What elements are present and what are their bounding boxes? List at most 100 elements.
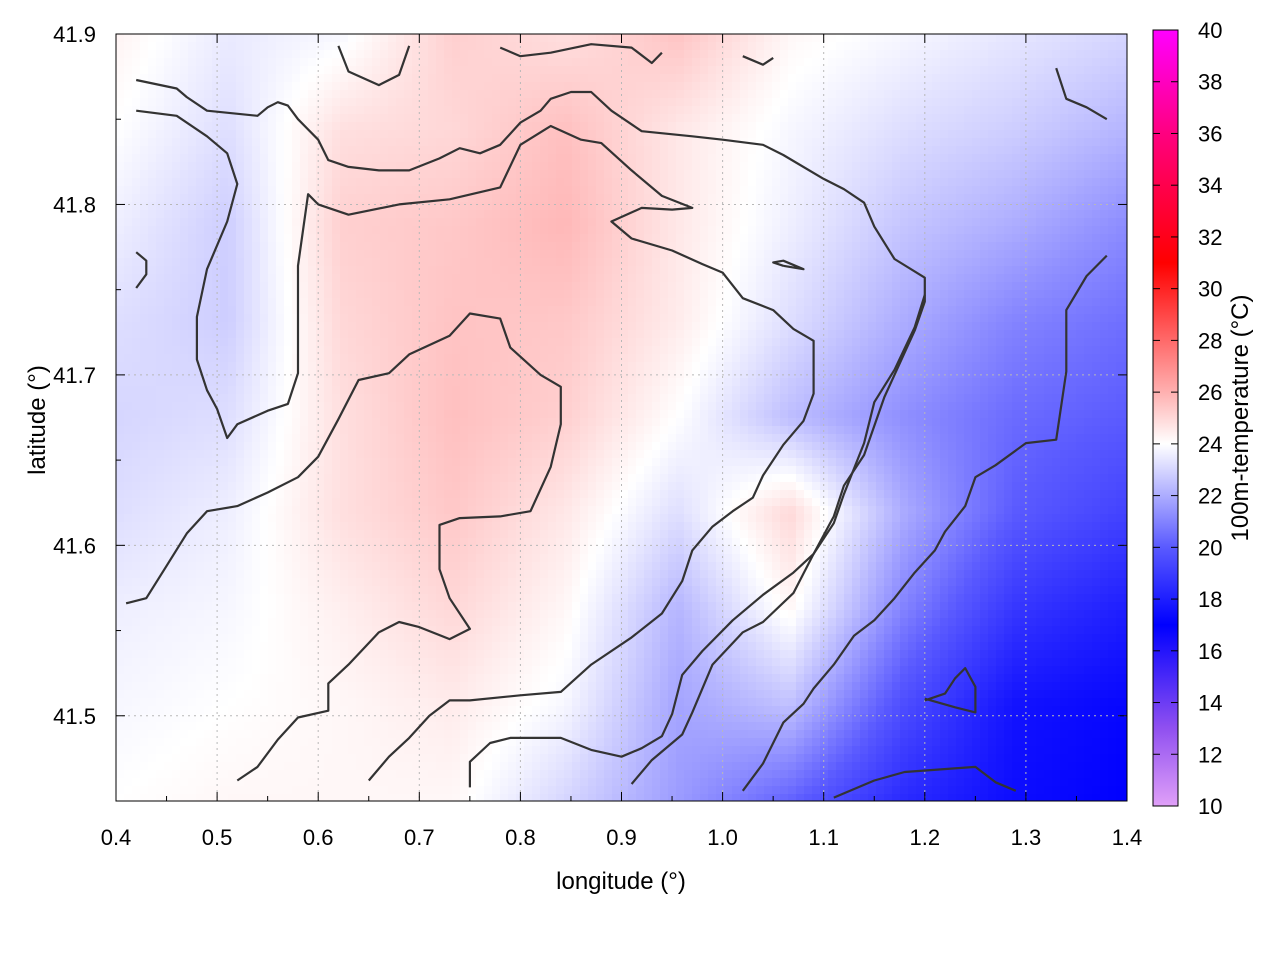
heatmap-cell xyxy=(148,242,157,251)
heatmap-cell xyxy=(316,122,325,131)
heatmap-cell xyxy=(380,242,389,251)
heatmap-cell xyxy=(1052,258,1061,267)
heatmap-cell xyxy=(668,298,677,307)
heatmap-cell xyxy=(628,338,637,347)
heatmap-cell xyxy=(484,338,493,347)
heatmap-cell xyxy=(1020,162,1029,171)
heatmap-cell xyxy=(652,98,661,107)
heatmap-cell xyxy=(1020,330,1029,339)
heatmap-cell xyxy=(676,202,685,211)
heatmap-cell xyxy=(212,138,221,147)
heatmap-cell xyxy=(996,306,1005,315)
heatmap-cell xyxy=(356,90,365,99)
heatmap-cell xyxy=(612,130,621,139)
heatmap-cell xyxy=(188,282,197,291)
heatmap-cell xyxy=(1076,50,1085,59)
heatmap-cell xyxy=(924,58,933,67)
heatmap-cell xyxy=(700,226,709,235)
heatmap-cell xyxy=(988,82,997,91)
heatmap-cell xyxy=(316,346,325,355)
heatmap-cell xyxy=(276,234,285,243)
heatmap-cell xyxy=(668,66,677,75)
heatmap-cell xyxy=(732,50,741,59)
heatmap-cell xyxy=(500,34,509,43)
heatmap-cell xyxy=(1012,34,1021,43)
heatmap-cell xyxy=(700,194,709,203)
heatmap-cell xyxy=(580,242,589,251)
heatmap-cell xyxy=(860,42,869,51)
heatmap-cell xyxy=(444,178,453,187)
heatmap-cell xyxy=(460,122,469,131)
heatmap-cell xyxy=(1028,114,1037,123)
heatmap-cell xyxy=(700,162,709,171)
heatmap-cell xyxy=(1044,114,1053,123)
heatmap-cell xyxy=(1076,234,1085,243)
heatmap-cell xyxy=(612,122,621,131)
heatmap-cell xyxy=(876,90,885,99)
heatmap-cell xyxy=(660,58,669,67)
heatmap-cell xyxy=(708,98,717,107)
heatmap-cell xyxy=(332,210,341,219)
heatmap-cell xyxy=(660,258,669,267)
heatmap-cell xyxy=(588,298,597,307)
heatmap-cell xyxy=(1076,138,1085,147)
heatmap-cell xyxy=(988,106,997,115)
heatmap-cell xyxy=(884,114,893,123)
heatmap-cell xyxy=(932,330,941,339)
heatmap-cell xyxy=(404,162,413,171)
heatmap-cell xyxy=(1124,234,1127,243)
heatmap-cell xyxy=(652,210,661,219)
heatmap-cell xyxy=(156,250,165,259)
heatmap-cell xyxy=(116,282,125,291)
heatmap-cell xyxy=(124,234,133,243)
heatmap-cell xyxy=(196,218,205,227)
heatmap-cell xyxy=(276,210,285,219)
heatmap-cell xyxy=(844,242,853,251)
heatmap-cell xyxy=(204,58,213,67)
heatmap-cell xyxy=(804,146,813,155)
heatmap-cell xyxy=(924,330,933,339)
heatmap-cell xyxy=(980,202,989,211)
heatmap-cell xyxy=(804,226,813,235)
heatmap-cell xyxy=(860,66,869,75)
heatmap-cell xyxy=(1068,154,1077,163)
heatmap-cell xyxy=(404,346,413,355)
heatmap-cell xyxy=(212,154,221,163)
heatmap-cell xyxy=(308,226,317,235)
heatmap-cell xyxy=(1004,306,1013,315)
heatmap-cell xyxy=(964,234,973,243)
heatmap-cell xyxy=(788,226,797,235)
heatmap-cell xyxy=(396,346,405,355)
heatmap-cell xyxy=(428,74,437,83)
heatmap-cell xyxy=(1012,178,1021,187)
heatmap-cell xyxy=(700,98,709,107)
heatmap-cell xyxy=(772,58,781,67)
heatmap-cell xyxy=(716,162,725,171)
heatmap-cell xyxy=(844,34,853,43)
heatmap-cell xyxy=(876,258,885,267)
heatmap-cell xyxy=(1028,74,1037,83)
heatmap-cell xyxy=(564,154,573,163)
heatmap-cell xyxy=(1108,314,1117,323)
heatmap-cell xyxy=(980,338,989,347)
heatmap-cell xyxy=(188,194,197,203)
heatmap-cell xyxy=(1036,330,1045,339)
heatmap-cell xyxy=(812,194,821,203)
heatmap-cell xyxy=(444,290,453,299)
heatmap-cell xyxy=(444,74,453,83)
heatmap-cell xyxy=(116,98,125,107)
heatmap-cell xyxy=(172,114,181,123)
heatmap-cell xyxy=(452,130,461,139)
heatmap-cell xyxy=(252,90,261,99)
heatmap-cell xyxy=(116,154,125,163)
heatmap-cell xyxy=(292,234,301,243)
heatmap-cell xyxy=(492,306,501,315)
heatmap-cell xyxy=(428,266,437,275)
heatmap-cell xyxy=(1092,258,1101,267)
heatmap-cell xyxy=(1012,82,1021,91)
heatmap-cell xyxy=(892,306,901,315)
heatmap-cell xyxy=(324,346,333,355)
heatmap-cell xyxy=(804,322,813,331)
heatmap-cell xyxy=(1068,194,1077,203)
